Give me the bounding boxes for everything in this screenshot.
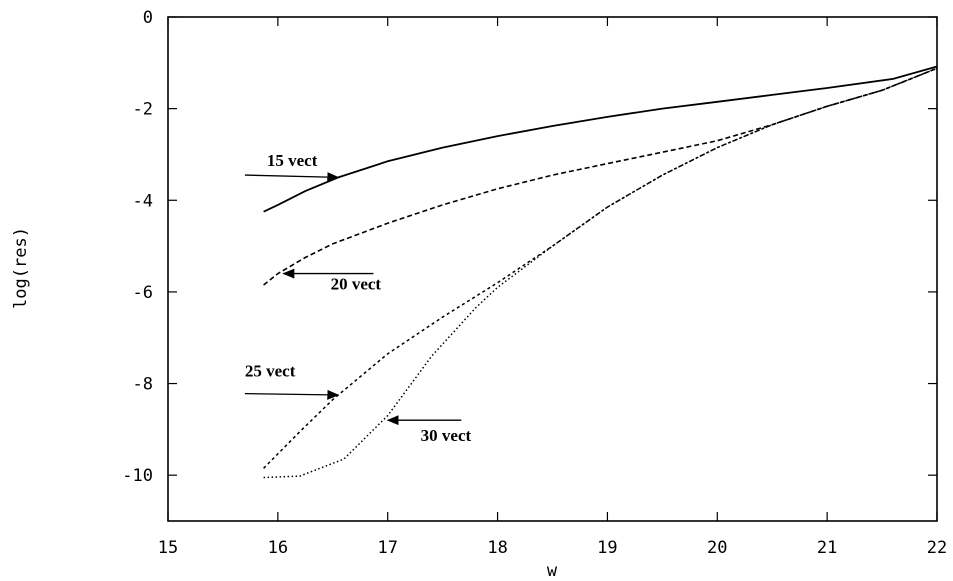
y-tick-label: 0 [143,8,153,28]
x-tick-label: 21 [817,538,837,558]
y-tick-label: -2 [133,100,153,120]
annotation-arrow [244,389,340,400]
annotation-label: 20 vect [331,275,382,294]
x-tick-label: 22 [927,538,947,558]
y-tick-label: -6 [133,283,153,303]
annotation-arrow [244,172,340,183]
series-layer [263,65,938,479]
y-tick-label: -8 [133,375,153,395]
series-line-25-vect [263,67,938,469]
x-tick-label: 17 [377,538,397,558]
x-tick-label: 18 [487,538,507,558]
series-line-20-vect [263,67,938,286]
x-tick-label: 20 [707,538,727,558]
annotation-label: 30 vect [421,426,472,445]
x-tick-label: 15 [158,538,178,558]
x-axis-title: w [547,561,558,581]
annotation-label: 25 vect [245,362,296,381]
axes-layer: 15 16 17 18 19 20 21 22 0 -2 -4 -6 -8 -10 [122,8,947,558]
y-tick-label: -4 [133,191,153,211]
series-line-30-vect [263,67,938,479]
x-tick-label: 19 [597,538,617,558]
x-tick-label: 16 [268,538,288,558]
y-axis-title: log(res) [11,227,31,309]
annotation-layer: 15 vect 20 vect 25 vect 30 vect [244,151,472,445]
y-tick-label: -10 [122,466,153,486]
annotation-label: 15 vect [267,151,318,170]
plot-frame [167,16,938,522]
series-line-15-vect [263,65,938,213]
